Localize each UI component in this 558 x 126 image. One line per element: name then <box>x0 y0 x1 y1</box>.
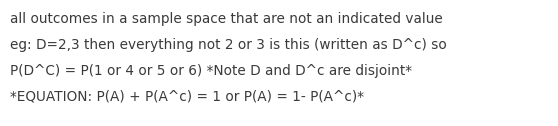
Text: eg: D=2,3 then everything not 2 or 3 is this (written as D^c) so: eg: D=2,3 then everything not 2 or 3 is … <box>10 38 447 52</box>
Text: all outcomes in a sample space that are not an indicated value: all outcomes in a sample space that are … <box>10 12 442 26</box>
Text: P(D^C) = P(1 or 4 or 5 or 6) *Note D and D^c are disjoint*: P(D^C) = P(1 or 4 or 5 or 6) *Note D and… <box>10 64 412 78</box>
Text: *EQUATION: P(A) + P(A^c) = 1 or P(A) = 1- P(A^c)*: *EQUATION: P(A) + P(A^c) = 1 or P(A) = 1… <box>10 90 364 104</box>
